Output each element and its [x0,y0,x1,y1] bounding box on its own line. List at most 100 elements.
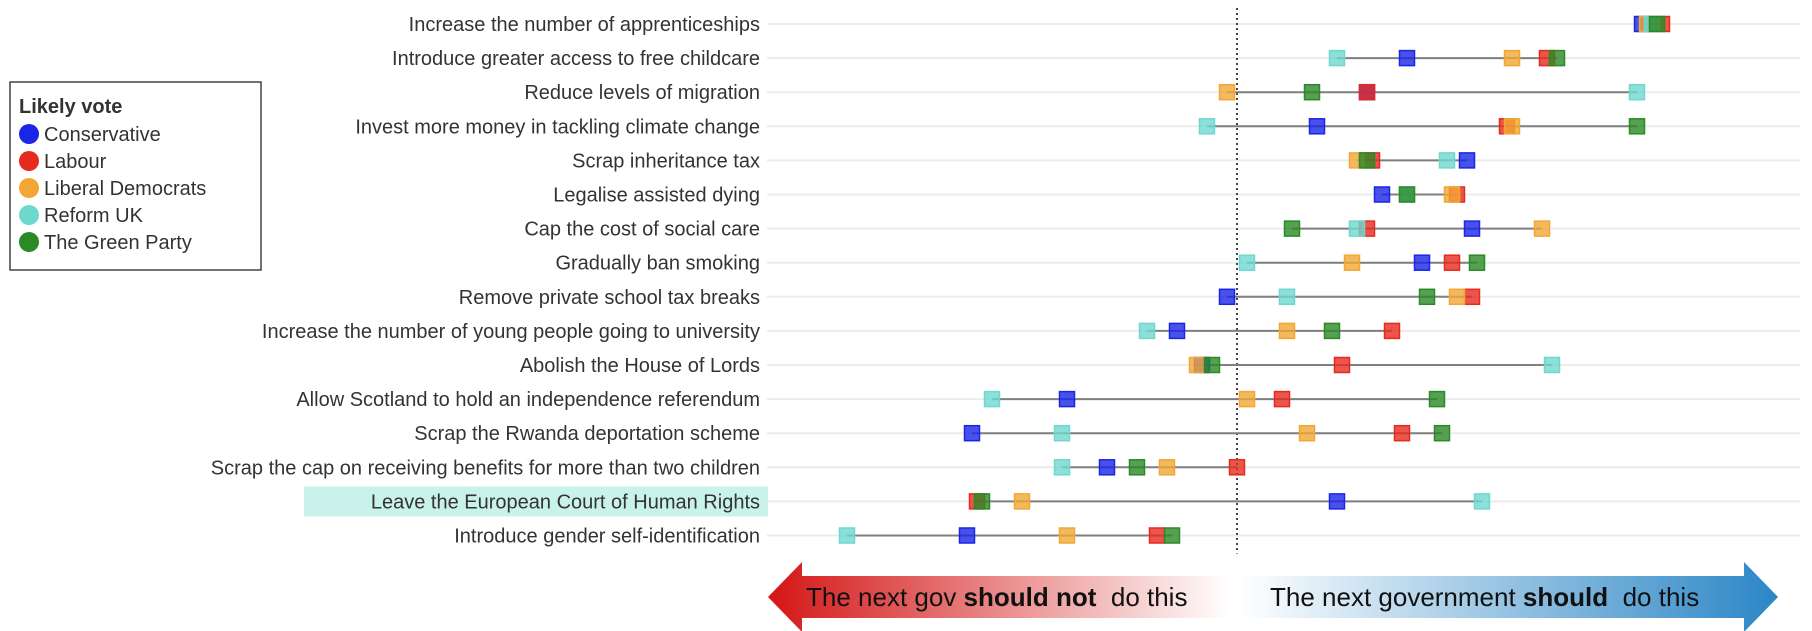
marker-the-green-party [1358,152,1376,169]
marker-conservative [1218,288,1236,306]
should-arrow [1240,562,1778,631]
row-label: Leave the European Court of Human Rights [371,491,760,513]
legend-swatch [19,205,39,225]
legend-swatch [19,178,39,198]
legend-swatch [19,124,39,144]
marker-the-green-party [1548,49,1566,67]
legend-label: The Green Party [44,232,192,254]
marker-reform-uk [1053,424,1071,442]
marker-conservative [1373,186,1391,203]
marker-liberal-democrats [1188,356,1206,374]
marker-the-green-party [1418,288,1436,306]
marker-conservative [958,527,976,544]
marker-labour [1463,288,1481,306]
legend-box [9,81,262,271]
marker-liberal-democrats [1158,459,1176,476]
marker-reform-uk [1348,220,1366,237]
marker-conservative [1058,390,1076,408]
marker-liberal-democrats [1218,83,1236,101]
marker-reform-uk [1138,322,1156,340]
marker-liberal-democrats [1503,118,1521,135]
marker-the-green-party [1648,15,1666,33]
marker-reform-uk [1438,152,1456,169]
marker-reform-uk [1628,83,1646,101]
marker-liberal-democrats [1343,254,1361,271]
row-label: Allow Scotland to hold an independence r… [296,389,760,411]
row-label: Introduce greater access to free childca… [392,48,760,70]
marker-liberal-democrats [1013,493,1031,510]
marker-the-green-party [1628,118,1646,135]
row-label: Increase the number of young people goin… [262,321,760,343]
marker-the-green-party [1283,220,1301,237]
marker-reform-uk [1198,118,1216,135]
marker-reform-uk [1278,288,1296,306]
marker-labour [1393,424,1411,442]
legend-label: Liberal Democrats [44,178,206,200]
legend-swatch [19,232,39,252]
direction-arrows: The next gov should not do this The next… [768,562,1778,631]
marker-liberal-democrats [1448,288,1466,306]
legend-title: Likely vote [19,96,122,118]
marker-the-green-party [973,493,991,510]
row-label: Invest more money in tackling climate ch… [355,116,760,138]
marker-conservative [1308,118,1326,135]
marker-the-green-party [1468,254,1486,271]
marker-labour [1333,356,1351,374]
row-label: Introduce gender self-identification [454,526,760,548]
marker-reform-uk [838,527,856,544]
marker-reform-uk [1328,49,1346,67]
marker-the-green-party [1323,322,1341,340]
marker-the-green-party [1398,186,1416,203]
marker-conservative [1098,459,1116,476]
marker-conservative [1458,152,1476,169]
marker-liberal-democrats [1503,49,1521,67]
marker-conservative [1168,322,1186,340]
marker-the-green-party [1303,83,1321,101]
marker-labour [1443,254,1461,271]
marker-liberal-democrats [1238,390,1256,408]
marker-labour [1148,527,1166,544]
marker-the-green-party [1433,424,1451,442]
marker-conservative [1328,493,1346,510]
marker-conservative [963,424,981,442]
marker-liberal-democrats [1443,186,1461,203]
marker-liberal-democrats [1298,424,1316,442]
marker-labour [1358,83,1376,101]
row-label: Scrap the Rwanda deportation scheme [414,423,760,445]
marker-labour [1383,322,1401,340]
row-label: Scrap inheritance tax [572,150,760,172]
marker-liberal-democrats [1533,220,1551,237]
legend: Likely vote Conservative Labour Liberal De… [9,81,262,271]
row-label: Remove private school tax breaks [459,287,760,309]
marker-conservative [1463,220,1481,237]
marker-reform-uk [1543,356,1561,374]
row-highlight [304,486,768,517]
row-label: Abolish the House of Lords [520,355,760,377]
marker-liberal-democrats [1058,527,1076,544]
marker-conservative [1398,49,1416,67]
marker-the-green-party [1163,527,1181,544]
row-label: Legalise assisted dying [553,185,760,207]
marker-reform-uk [1053,459,1071,476]
marker-the-green-party [1128,459,1146,476]
should-label: The next government should do this [1270,582,1699,612]
marker-reform-uk [1473,493,1491,510]
legend-label: Reform UK [44,205,144,227]
row-label: Reduce levels of migration [524,82,760,104]
marker-reform-uk [983,390,1001,408]
should-not-arrow [768,562,1230,631]
row-label: Gradually ban smoking [555,253,760,275]
marker-the-green-party [1203,356,1221,374]
row-label: Scrap the cap on receiving benefits for … [211,457,760,479]
row-label: Increase the number of apprenticeships [409,14,760,36]
should-not-label: The next gov should not do this [806,582,1187,612]
marker-reform-uk [1238,254,1256,271]
marker-labour [1273,390,1291,408]
marker-labour [1228,459,1246,476]
legend-label: Conservative [44,124,161,146]
marker-the-green-party [1428,390,1446,408]
marker-conservative [1413,254,1431,271]
row-label: Cap the cost of social care [524,219,760,241]
marker-liberal-democrats [1278,322,1296,340]
